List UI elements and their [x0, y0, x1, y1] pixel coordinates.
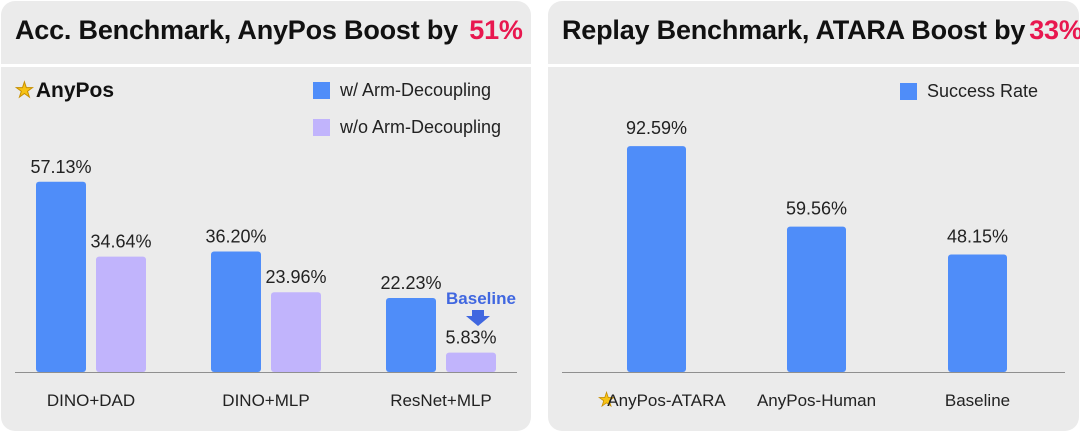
- right-title-text: Replay Benchmark, ATARA Boost by: [562, 15, 1026, 45]
- legend-item-success-rate: Success Rate: [900, 81, 1038, 102]
- accuracy-benchmark-panel: Acc. Benchmark, AnyPos Boost by 51% ★Any…: [1, 1, 531, 431]
- bar: [948, 254, 1007, 372]
- title-divider: [548, 64, 1079, 67]
- data-label: 23.96%: [265, 267, 326, 287]
- category-label: DINO+DAD: [47, 391, 135, 410]
- arrow-down-icon: [466, 310, 490, 326]
- right-chart-title: Replay Benchmark, ATARA Boost by 33%: [562, 15, 1080, 46]
- brand-label: AnyPos: [35, 79, 115, 102]
- bar: [386, 297, 436, 372]
- left-title-text: Acc. Benchmark, AnyPos Boost by: [15, 15, 458, 45]
- legend-swatch-primary: [313, 82, 330, 99]
- category-label: AnyPos-Human: [757, 391, 876, 410]
- star-icon: ★: [15, 79, 35, 103]
- legend-label: Success Rate: [927, 81, 1039, 101]
- data-label: 57.13%: [30, 157, 91, 177]
- star-icon: ★: [598, 389, 615, 411]
- legend-swatch-primary: [900, 83, 917, 100]
- bar: [211, 251, 261, 372]
- data-label: 48.15%: [947, 227, 1008, 247]
- bar: [446, 352, 496, 372]
- left-title-highlight: 51%: [469, 15, 523, 45]
- legend-item-without-decoupling: w/o Arm-Decoupling: [313, 117, 501, 138]
- right-title-highlight: 33%: [1029, 15, 1080, 45]
- data-label: 5.83%: [445, 328, 496, 348]
- replay-bar-chart: 92.59% ★AnyPos-ATARA 59.56% AnyPos-Human 48.…: [562, 118, 1065, 411]
- bar: [271, 292, 321, 372]
- legend-item-with-decoupling: w/ Arm-Decoupling: [313, 80, 491, 101]
- title-divider: [1, 64, 531, 67]
- bar: [627, 146, 686, 372]
- data-label: 92.59%: [626, 118, 687, 138]
- bar: [96, 256, 146, 372]
- category-label: AnyPos-ATARA: [607, 391, 726, 410]
- left-chart-title: Acc. Benchmark, AnyPos Boost by 51%: [15, 15, 523, 46]
- data-label: 36.20%: [205, 226, 266, 246]
- bar: [787, 226, 846, 372]
- category-label: DINO+MLP: [222, 391, 309, 410]
- replay-benchmark-panel: Replay Benchmark, ATARA Boost by 33% Succ…: [548, 1, 1080, 431]
- category-label: ResNet+MLP: [390, 391, 492, 410]
- accuracy-bar-chart: 57.13% 34.64% DINO+DAD 36.20% 23.96% DINO+MLP…: [15, 157, 517, 410]
- legend-label: w/ Arm-Decoupling: [340, 80, 492, 100]
- category-label: Baseline: [945, 391, 1010, 410]
- legend-swatch-secondary: [313, 119, 330, 136]
- bar: [36, 181, 86, 372]
- anypos-brand: ★AnyPos: [15, 78, 115, 103]
- data-label: 22.23%: [380, 273, 441, 293]
- legend-label: w/o Arm-Decoupling: [340, 117, 502, 137]
- data-label: 59.56%: [786, 199, 847, 219]
- baseline-annotation: Baseline: [446, 289, 516, 308]
- data-label: 34.64%: [90, 232, 151, 252]
